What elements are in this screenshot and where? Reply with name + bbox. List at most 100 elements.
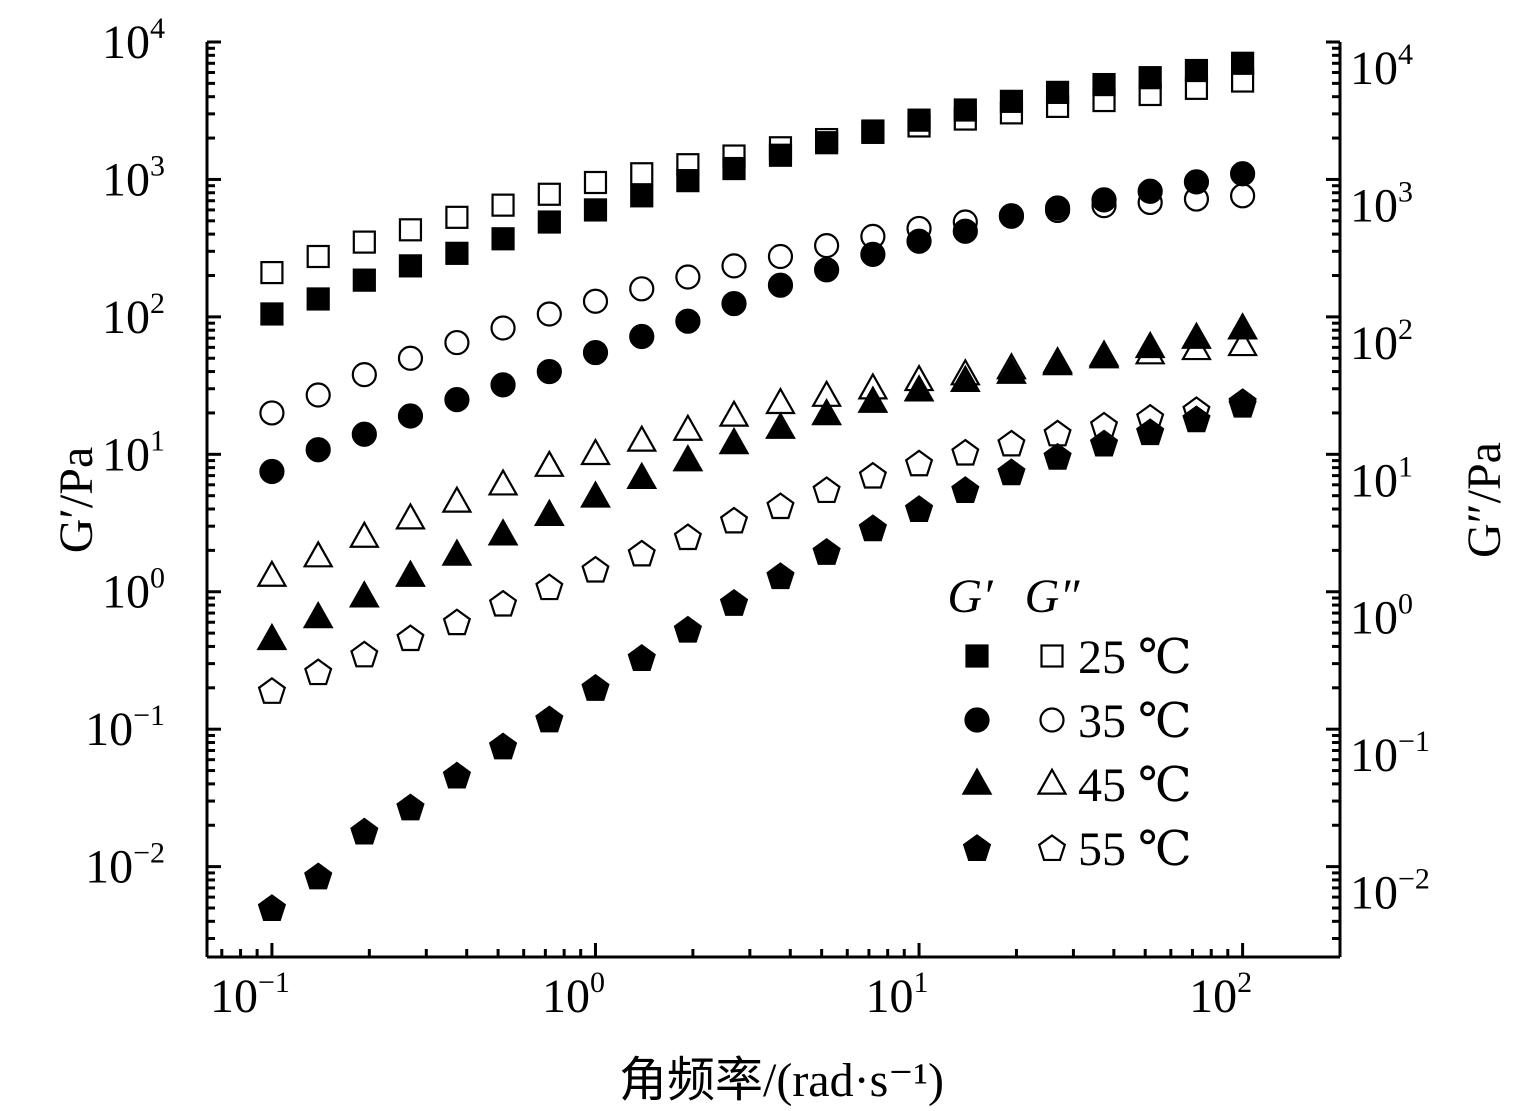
data-point-square-gpp xyxy=(260,260,284,285)
data-point-triangle-gp xyxy=(949,364,981,393)
data-point-triangle-gpp xyxy=(580,437,611,466)
data-point-circle-gpp xyxy=(582,288,609,314)
data-point-circle-gp xyxy=(1229,161,1256,187)
data-point-triangle-gp xyxy=(533,498,565,527)
data-point-square-gp xyxy=(1184,58,1209,83)
y-right-tick-label: 10−2 xyxy=(1350,863,1430,920)
data-point-triangle-gp xyxy=(903,374,935,402)
data-point-triangle-gp xyxy=(302,600,334,629)
data-point-pentagon-gp xyxy=(442,761,472,789)
data-point-circle-gp xyxy=(351,421,377,447)
legend-label: 55 ℃ xyxy=(1078,823,1192,876)
data-point-pentagon-gp xyxy=(257,894,287,922)
data-point-circle-gp xyxy=(1091,187,1117,213)
data-point-triangle-gp xyxy=(441,538,473,566)
data-point-pentagon-gpp xyxy=(350,640,379,668)
data-point-square-gp xyxy=(1230,51,1255,75)
data-point-square-gp xyxy=(1138,66,1162,90)
y-axis-right-title: G″/Pa xyxy=(1458,442,1511,558)
legend: G′ G″ 25 ℃ 35 ℃ 45 ℃ 55 ℃ xyxy=(947,570,1191,876)
data-point-square-gpp xyxy=(306,244,330,269)
y-left-tick-label: 101 xyxy=(102,424,165,481)
data-point-circle-gp xyxy=(397,403,424,429)
x-tick-label: 10−1 xyxy=(210,966,290,1023)
data-point-circle-gpp xyxy=(536,301,562,327)
data-point-square-gp xyxy=(537,210,561,234)
data-point-circle-gpp xyxy=(814,233,840,259)
legend-marker-open xyxy=(1037,834,1067,862)
data-point-square-gp xyxy=(491,227,515,251)
legend-marker-open xyxy=(1039,707,1065,733)
data-point-circle-gp xyxy=(259,458,285,485)
data-point-square-gp xyxy=(815,131,839,155)
y-left-tick-label: 10−2 xyxy=(85,837,165,894)
data-point-triangle-gpp xyxy=(718,399,750,427)
data-point-circle-gp xyxy=(1183,169,1210,195)
data-point-circle-gp xyxy=(444,387,470,413)
data-point-triangle-gp xyxy=(1227,312,1258,340)
legend-entry: 45 ℃ xyxy=(961,759,1192,812)
y-left-tick-label: 102 xyxy=(102,287,165,344)
data-point-triangle-gpp xyxy=(302,540,334,568)
data-point-pentagon-gpp xyxy=(1043,419,1072,447)
data-point-square-gpp xyxy=(537,182,561,206)
data-point-circle-gp xyxy=(536,358,562,385)
axes: 10−1 100 101 102 10−2 10−2 10−1 10−1 100 100 101 10… xyxy=(50,12,1511,1107)
data-point-square-gp xyxy=(676,169,700,193)
data-point-triangle-gp xyxy=(672,444,704,472)
y-right-tick-label: 102 xyxy=(1350,313,1413,370)
data-point-pentagon-gp xyxy=(581,673,610,701)
data-point-triangle-gp xyxy=(395,559,426,587)
data-point-pentagon-gp xyxy=(350,817,379,845)
data-point-triangle-gp xyxy=(765,411,796,439)
data-point-pentagon-gp xyxy=(812,538,841,565)
data-point-pentagon-gp xyxy=(951,476,980,504)
data-point-triangle-gp xyxy=(626,461,658,489)
data-point-circle-gpp xyxy=(1229,183,1256,209)
data-point-square-gpp xyxy=(352,230,376,254)
y-left-tick-label: 100 xyxy=(102,562,165,619)
legend-label: 45 ℃ xyxy=(1078,759,1192,812)
y-left-tick-label: 10−1 xyxy=(85,699,165,756)
data-point-circle-gpp xyxy=(629,276,655,302)
x-axis-title: 角频率/(rad·s⁻¹) xyxy=(619,1054,944,1107)
data-point-circle-gp xyxy=(767,272,794,298)
data-point-square-gp xyxy=(861,119,885,143)
data-point-pentagon-gpp xyxy=(997,429,1026,457)
data-point-pentagon-gp xyxy=(719,589,749,616)
data-point-pentagon-gp xyxy=(1136,418,1165,446)
data-point-square-gp xyxy=(953,98,977,122)
data-point-pentagon-gp xyxy=(904,495,934,523)
legend-label: 35 ℃ xyxy=(1078,695,1192,748)
data-point-circle-gp xyxy=(952,218,978,244)
data-point-triangle-gp xyxy=(1134,330,1166,359)
data-point-triangle-gpp xyxy=(441,485,473,513)
series-square-open xyxy=(260,69,1255,285)
legend-marker-filled xyxy=(961,767,993,795)
data-point-pentagon-gp xyxy=(627,644,656,671)
data-point-circle-gp xyxy=(582,339,609,366)
data-point-square-gp xyxy=(445,241,469,265)
legend-marker-open xyxy=(1040,644,1064,668)
data-point-triangle-gpp xyxy=(765,386,796,415)
data-point-pentagon-gp xyxy=(1182,405,1211,433)
x-tick-label: 101 xyxy=(866,966,929,1023)
data-point-triangle-gp xyxy=(996,356,1027,384)
x-tick-label: 100 xyxy=(542,966,605,1023)
data-point-pentagon-gpp xyxy=(951,438,980,466)
data-point-triangle-gpp xyxy=(626,424,658,452)
data-point-circle-gp xyxy=(1044,195,1071,221)
data-point-pentagon-gp xyxy=(1089,429,1119,457)
y-right-tick-label: 104 xyxy=(1350,38,1413,95)
data-point-pentagon-gpp xyxy=(812,476,841,504)
series-triangle-filled xyxy=(256,312,1258,651)
data-point-circle-gp xyxy=(629,323,655,350)
data-point-pentagon-gp xyxy=(1043,442,1072,470)
data-point-pentagon-gp xyxy=(396,793,425,821)
data-point-circle-gpp xyxy=(351,362,377,388)
data-point-triangle-gp xyxy=(487,518,519,546)
series-circle-filled xyxy=(259,161,1256,485)
data-point-circle-gpp xyxy=(305,382,331,408)
data-point-square-gp xyxy=(768,143,793,167)
